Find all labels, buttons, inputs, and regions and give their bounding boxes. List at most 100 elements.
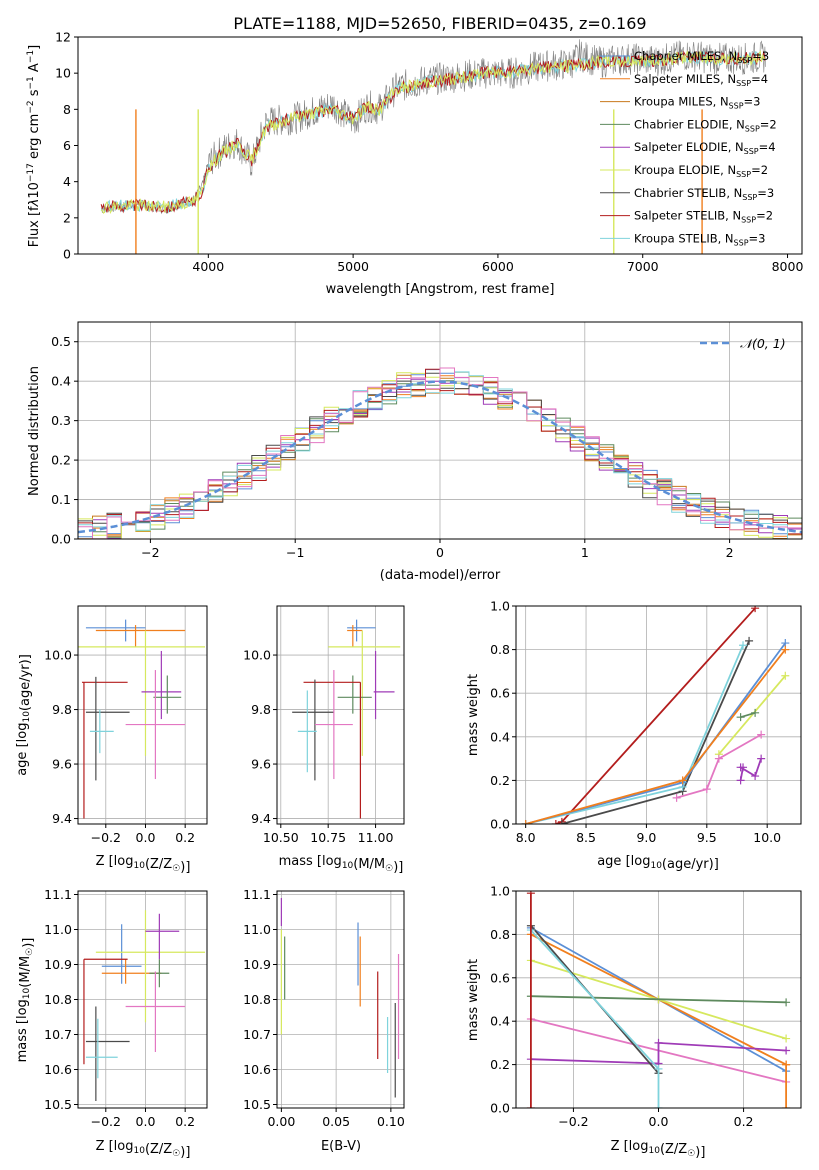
residual-legend: 𝒩(0, 1) [700, 336, 786, 351]
tick-label: 10.6 [44, 1062, 72, 1077]
weight-line [525, 642, 787, 824]
tick-label: 0.2 [175, 1114, 195, 1129]
weight-marker [757, 754, 766, 763]
tick-label: 0.0 [649, 1114, 669, 1129]
tick-label: 10.7 [243, 1027, 271, 1042]
legend-label: Chabrier STELIB, NSSP=3 [634, 186, 774, 202]
tick-label: 0.05 [322, 1114, 350, 1129]
tick-label: 0.6 [490, 686, 510, 701]
tick-label: 8.0 [516, 830, 536, 845]
tick-label: 10.0 [753, 830, 781, 845]
normal-legend-label: 𝒩(0, 1) [740, 336, 786, 351]
tick-label: 6 [63, 138, 71, 153]
tick-label: 10.6 [243, 1062, 271, 1077]
tick-label: 9.6 [52, 757, 72, 772]
errorbar [101, 959, 162, 984]
weight-marker [654, 1038, 663, 1047]
plot-area [516, 891, 801, 1108]
weight-Z-panel: −0.2 0.0 0.2 0.0 0.2 0.4 0.6 0.8 1.0 Z [log10(Z/Z… [466, 884, 802, 1160]
weight-marker [781, 671, 790, 680]
weight-marker [739, 641, 748, 650]
weight-marker [654, 1104, 663, 1108]
tick-label: 8.5 [576, 830, 596, 845]
tick-label: 9.0 [636, 830, 656, 845]
tick-label: 0.0 [136, 830, 156, 845]
weight-marker [751, 772, 760, 781]
histogram-area [78, 322, 802, 539]
tick-label: 9.5 [697, 830, 717, 845]
errorbar [145, 913, 180, 960]
weight-line [676, 733, 762, 799]
tick-label: 11.0 [44, 922, 72, 937]
tick-label: 0 [436, 545, 444, 560]
mass-EBV-panel: 0.00 0.05 0.10 10.5 10.6 10.7 10.8 10.9 11.0 11.1… [243, 887, 405, 1154]
tick-label: 4000 [192, 259, 224, 274]
weight-marker [551, 820, 560, 824]
tick-label: 10.50 [263, 830, 299, 845]
tick-label: −1 [286, 545, 304, 560]
weight-marker [782, 1046, 791, 1055]
mass-Z-ylabel: mass [log10(M/M☉)] [15, 938, 36, 1063]
weight-age-xlabel: age [log10(age/yr)] [597, 854, 719, 872]
age-mass-panel: 10.50 10.75 11.00 9.4 9.6 9.8 10.0 mass [log10(… [243, 605, 405, 875]
histogram-steps [78, 371, 802, 539]
tick-label: 1.0 [490, 884, 510, 899]
axes-frame [515, 605, 802, 825]
tick-label: 4 [63, 174, 71, 189]
legend-label: Chabrier MILES, NSSP=3 [634, 49, 769, 65]
weight-marker [714, 754, 723, 763]
age-mass-xlabel: mass [log10(M/M☉)] [279, 854, 404, 875]
tick-label: −0.2 [558, 1114, 588, 1129]
tick-label: 0.5 [51, 334, 71, 349]
spectrum-panel: PLATE=1188, MJD=52650, FIBERID=0435, z=0… [26, 14, 803, 297]
tick-label: 0.0 [490, 817, 510, 832]
plot-area [277, 891, 404, 1108]
weight-marker [736, 713, 745, 722]
tick-label: 9.4 [52, 811, 72, 826]
weight-marker [672, 793, 681, 802]
tick-label: 10.0 [44, 648, 72, 663]
tick-label: 10.7 [44, 1027, 72, 1042]
weight-marker [782, 1104, 791, 1108]
tick-label: 10.5 [44, 1097, 72, 1112]
errorbar [85, 1006, 130, 1101]
tick-label: 10.8 [44, 992, 72, 1007]
age-Z-ylabel: age [log10(age/yr)] [15, 654, 33, 776]
legend-label: Salpeter MILES, NSSP=4 [634, 72, 768, 88]
errorbar [101, 924, 142, 984]
mass-EBV-xlabel: E(B-V) [321, 1139, 361, 1154]
axes-frame [276, 605, 405, 825]
tick-label: −0.2 [91, 1114, 121, 1129]
legend-label: Kroupa ELODIE, NSSP=2 [634, 163, 768, 179]
tick-label: 11.0 [243, 922, 271, 937]
age-Z-panel: −0.2 0.0 0.2 9.4 9.6 9.8 10.0 Z [log10(Z/Z☉)] ag… [15, 605, 208, 875]
spectrum-ylabel: Flux [fλ10−17 erg cm−2 s−1 A−1] [26, 45, 42, 247]
errorbar [373, 650, 395, 720]
errorbar [85, 676, 130, 781]
tick-label: 9.4 [251, 811, 271, 826]
errorbar [149, 959, 170, 988]
weight-age-panel: 8.0 8.5 9.0 9.5 10.0 0.0 0.2 0.4 0.6 0.8 1.0 age [l… [466, 599, 802, 872]
weight-marker [702, 785, 711, 794]
tick-label: 0.3 [51, 413, 71, 428]
normal-curve [78, 380, 802, 534]
tick-label: −2 [141, 545, 159, 560]
plot-area [78, 606, 207, 824]
plot-area [78, 891, 207, 1108]
tick-label: 2 [726, 545, 734, 560]
weight-marker [781, 645, 790, 654]
weight-line [530, 995, 787, 1004]
weight-marker [678, 776, 687, 785]
tick-label: 10.75 [310, 830, 346, 845]
tick-label: 10 [55, 66, 71, 81]
mass-Z-xlabel: Z [log10(Z/Z☉)] [96, 1139, 191, 1160]
tick-label: 0.6 [490, 970, 510, 985]
errorbar [314, 670, 353, 780]
tick-label: 10.9 [243, 957, 271, 972]
tick-label: 12 [55, 30, 71, 45]
tick-label: 0.0 [490, 1101, 510, 1116]
weight-Z-xlabel: Z [log10(Z/Z☉)] [611, 1139, 706, 1160]
tick-label: 0 [63, 247, 71, 262]
spectrum-xlabel: wavelength [Angstrom, rest frame] [326, 282, 555, 297]
